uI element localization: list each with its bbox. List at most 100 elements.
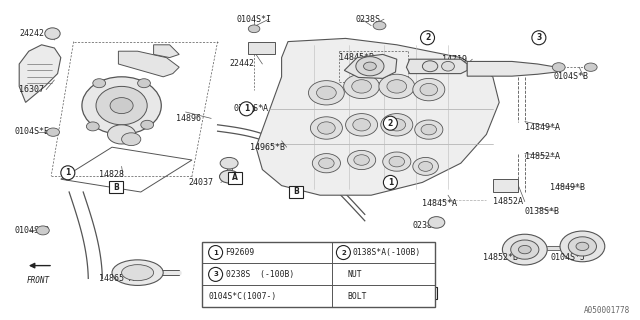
Ellipse shape	[442, 61, 454, 71]
Text: 24242: 24242	[19, 29, 44, 38]
FancyBboxPatch shape	[109, 181, 124, 193]
Ellipse shape	[312, 154, 340, 173]
Ellipse shape	[112, 260, 163, 285]
Polygon shape	[406, 59, 467, 74]
Text: 0104S*I: 0104S*I	[237, 15, 272, 24]
Text: A: A	[427, 289, 433, 298]
Text: 3: 3	[536, 33, 541, 42]
Polygon shape	[118, 51, 179, 77]
FancyBboxPatch shape	[289, 186, 303, 198]
Ellipse shape	[317, 122, 335, 134]
Text: 22442: 22442	[229, 60, 254, 68]
Text: 0238S  (-100B): 0238S (-100B)	[226, 270, 294, 279]
Ellipse shape	[413, 157, 438, 175]
Ellipse shape	[317, 86, 336, 100]
Ellipse shape	[346, 114, 378, 136]
Ellipse shape	[421, 124, 436, 135]
Ellipse shape	[45, 28, 60, 39]
Ellipse shape	[36, 226, 49, 235]
Ellipse shape	[248, 25, 260, 33]
Text: 16307: 16307	[19, 85, 44, 94]
Text: 3: 3	[213, 271, 218, 277]
Ellipse shape	[502, 234, 547, 265]
Ellipse shape	[552, 63, 565, 72]
Text: 0104S*C(1007-): 0104S*C(1007-)	[209, 292, 277, 301]
Text: 14852A: 14852A	[493, 197, 523, 206]
Text: 14852*B: 14852*B	[483, 253, 518, 262]
Polygon shape	[154, 45, 179, 58]
FancyBboxPatch shape	[423, 287, 437, 300]
Ellipse shape	[389, 156, 404, 167]
Ellipse shape	[518, 245, 531, 254]
Text: NUT: NUT	[348, 270, 362, 279]
Text: 1: 1	[415, 264, 420, 273]
Text: 0104S*J: 0104S*J	[550, 253, 586, 262]
Ellipse shape	[122, 265, 154, 281]
Text: 1: 1	[244, 104, 249, 113]
Circle shape	[383, 175, 397, 189]
Ellipse shape	[348, 150, 376, 170]
Ellipse shape	[82, 77, 161, 134]
Ellipse shape	[415, 120, 443, 139]
Text: 0104S*B: 0104S*B	[554, 72, 589, 81]
FancyBboxPatch shape	[228, 172, 242, 184]
Ellipse shape	[356, 57, 384, 76]
Circle shape	[61, 166, 75, 180]
Text: 1: 1	[246, 104, 251, 113]
Ellipse shape	[122, 133, 141, 146]
Ellipse shape	[310, 117, 342, 139]
Ellipse shape	[308, 81, 344, 105]
Text: 0104S*E: 0104S*E	[14, 127, 49, 136]
Circle shape	[209, 268, 223, 281]
Text: 0138S*B: 0138S*B	[525, 207, 560, 216]
Ellipse shape	[576, 242, 589, 251]
Text: 14849*A: 14849*A	[525, 124, 560, 132]
Text: B: B	[293, 188, 298, 196]
Polygon shape	[344, 54, 397, 78]
Text: 14845*A: 14845*A	[422, 199, 458, 208]
Ellipse shape	[584, 63, 597, 71]
Ellipse shape	[220, 170, 239, 183]
Ellipse shape	[413, 78, 445, 101]
Text: F92609: F92609	[226, 248, 255, 257]
Circle shape	[420, 31, 435, 45]
Text: FRONT: FRONT	[26, 276, 49, 284]
Ellipse shape	[96, 86, 147, 125]
Text: A: A	[232, 173, 238, 182]
Text: 14828: 14828	[99, 170, 124, 179]
Ellipse shape	[93, 79, 106, 88]
Ellipse shape	[383, 152, 411, 171]
Ellipse shape	[141, 120, 154, 129]
Ellipse shape	[138, 79, 150, 88]
Ellipse shape	[373, 21, 386, 30]
Text: 0238S: 0238S	[355, 15, 380, 24]
Ellipse shape	[352, 80, 371, 93]
Ellipse shape	[344, 74, 380, 99]
Ellipse shape	[560, 231, 605, 262]
Ellipse shape	[428, 217, 445, 228]
Ellipse shape	[422, 61, 438, 72]
Text: 1: 1	[388, 178, 393, 187]
Ellipse shape	[388, 119, 406, 131]
Text: 0104S*B: 0104S*B	[14, 226, 49, 235]
Text: 14849*B: 14849*B	[550, 183, 586, 192]
Ellipse shape	[568, 237, 596, 256]
Text: BOLT: BOLT	[348, 292, 367, 301]
Text: 1: 1	[213, 250, 218, 256]
Text: 14896: 14896	[176, 114, 201, 123]
Text: 14719: 14719	[442, 55, 467, 64]
Circle shape	[532, 31, 546, 45]
FancyBboxPatch shape	[202, 242, 435, 307]
Ellipse shape	[364, 62, 376, 70]
Text: 24037: 24037	[189, 178, 214, 187]
Text: 14845*B: 14845*B	[339, 53, 374, 62]
Ellipse shape	[220, 157, 238, 169]
Ellipse shape	[419, 162, 433, 171]
Text: 2: 2	[341, 250, 346, 256]
Ellipse shape	[354, 155, 369, 165]
Ellipse shape	[319, 158, 334, 168]
Text: 2: 2	[425, 33, 430, 42]
Text: 0238S: 0238S	[413, 221, 438, 230]
Text: B: B	[114, 183, 119, 192]
Ellipse shape	[110, 98, 133, 114]
